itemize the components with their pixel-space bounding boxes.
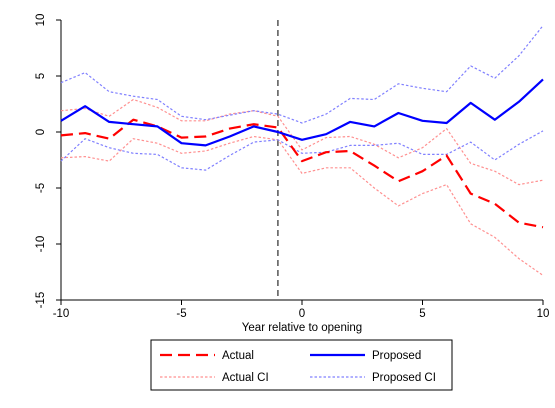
series-actual-line	[60, 118, 544, 229]
x-tick-label: 5	[419, 308, 425, 320]
legend-label: Actual	[222, 350, 254, 362]
series-actual-ci-upper-line	[60, 98, 544, 186]
series-actual-ci-line	[60, 135, 544, 276]
x-tick-label: -10	[53, 308, 70, 320]
y-tick-label: 10	[35, 14, 47, 27]
legend-label: Proposed CI	[372, 372, 436, 384]
y-tick-label: -10	[35, 236, 47, 253]
legend-label: Proposed	[372, 350, 421, 362]
y-tick-label: 5	[35, 73, 47, 79]
x-axis-label: Year relative to opening	[242, 322, 362, 334]
y-tick-label: -15	[35, 292, 47, 309]
y-tick-label: 0	[35, 129, 47, 135]
series-proposed-ci-upper-line	[60, 25, 544, 124]
x-tick-label: 0	[299, 308, 305, 320]
x-tick-label: 10	[537, 308, 550, 320]
legend: Actual Proposed Actual CI Proposed CI	[150, 339, 453, 391]
series-proposed-line	[60, 78, 544, 147]
axes: -15 -10 -5 0 5 10 -10 -5 0 5 10	[35, 14, 549, 320]
x-tick-label: -5	[176, 308, 186, 320]
series-layer	[60, 25, 544, 276]
legend-box	[150, 339, 453, 391]
y-tick-label: -5	[35, 183, 47, 193]
legend-label: Actual CI	[222, 372, 269, 384]
series-proposed-ci-line	[60, 130, 544, 171]
